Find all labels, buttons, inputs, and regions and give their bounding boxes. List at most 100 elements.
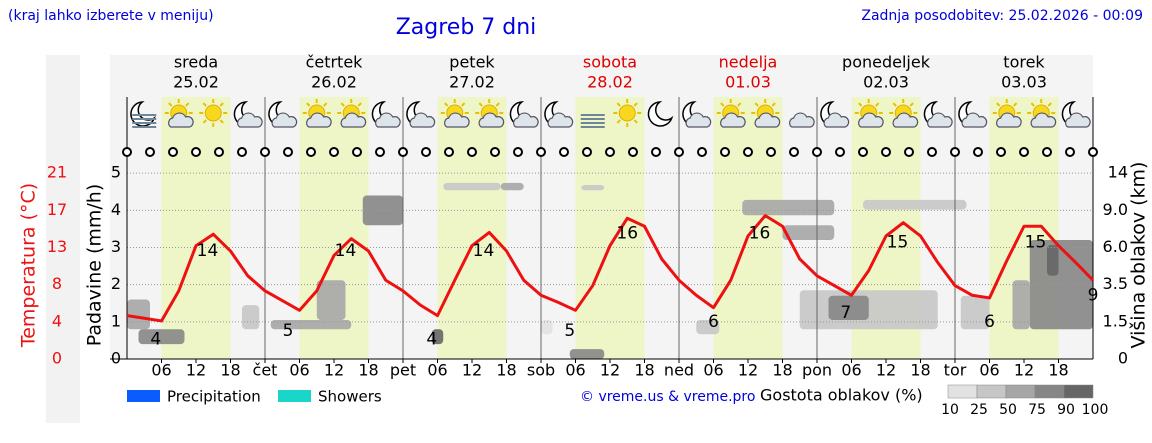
sun-ray: [737, 102, 742, 107]
cloud-layer: [500, 182, 524, 191]
wind-dot: [927, 147, 937, 157]
sun-ray: [909, 102, 914, 107]
cloud-layer: [431, 329, 444, 345]
wind-dot: [559, 147, 569, 157]
wind-dot: [444, 147, 454, 157]
weather-icon: [613, 98, 642, 128]
wind-dot: [283, 147, 293, 157]
weather-icon: [682, 101, 712, 128]
sun-ray: [444, 102, 449, 107]
daylight-band: [161, 97, 231, 359]
cloud: [547, 112, 574, 128]
x-tick-label: 06: [427, 361, 447, 380]
weather-icon: [475, 98, 505, 128]
sun-ray: [323, 102, 328, 107]
weather-icon: [509, 101, 539, 128]
sun: [618, 104, 636, 122]
sun-ray: [168, 102, 173, 107]
daylight-band: [575, 97, 645, 359]
day-name: sreda: [174, 53, 218, 72]
density-swatch: [947, 384, 978, 399]
temp-extreme-label: 14: [473, 241, 495, 261]
x-tick-label: 18: [772, 361, 792, 380]
cloud: [168, 112, 194, 128]
temp-extreme-label: 7: [840, 303, 851, 323]
wind-dot: [674, 147, 684, 157]
sun-ray: [461, 102, 466, 107]
cloud: [823, 112, 850, 128]
wind-dot: [881, 147, 891, 157]
day-date: 28.02: [587, 73, 633, 92]
x-tick-label: 18: [496, 361, 516, 380]
y3-tick-label: 1.5: [1103, 311, 1128, 330]
credit: © vreme.us & vreme.pro: [580, 389, 755, 405]
sun-ray: [616, 119, 621, 124]
x-tick-label: 06: [841, 361, 861, 380]
wind-dot: [329, 147, 339, 157]
cloud: [444, 112, 470, 128]
temperature-line: [126, 214, 1095, 323]
weather-icon: [958, 101, 988, 128]
y2-tick-label: 21: [47, 163, 67, 182]
sun-ray: [478, 102, 483, 107]
cloud: [306, 112, 332, 128]
x-tick-label: 06: [565, 361, 585, 380]
weather-icon: [268, 101, 298, 128]
wind-dot: [812, 147, 822, 157]
cloud-layer: [581, 185, 605, 191]
day-name: torek: [1003, 53, 1045, 72]
sun-ray: [633, 102, 638, 107]
weather-icon: [233, 101, 263, 128]
x-tick-label: 12: [600, 361, 620, 380]
temp-extreme-label: 5: [564, 321, 575, 341]
x-tick-label: 18: [220, 361, 240, 380]
wind-dot: [490, 147, 500, 157]
wind-dot: [513, 147, 523, 157]
x-tick-label: čet: [253, 361, 278, 380]
temp-extreme-label: 15: [887, 232, 909, 252]
cloud-layer: [541, 319, 553, 335]
wind-dot: [720, 147, 730, 157]
wind-dot: [789, 147, 799, 157]
sun-ray: [357, 102, 362, 107]
wind-dot: [352, 147, 362, 157]
y2-tick-label: 4: [52, 311, 62, 330]
sun: [204, 104, 222, 122]
cloud: [996, 112, 1022, 128]
sun-ray: [202, 119, 207, 124]
temp-extreme-label: 6: [984, 312, 995, 332]
wind-dot: [605, 147, 615, 157]
wind-dot: [743, 147, 753, 157]
temp-extreme-label: 6: [708, 312, 719, 332]
cloud-layer: [242, 305, 260, 330]
weather-icon: [889, 98, 919, 128]
y-tick-label: 4: [111, 200, 121, 219]
temp-extreme-label: 5: [283, 321, 294, 341]
wind-dot: [122, 147, 132, 157]
sun-ray: [1047, 102, 1052, 107]
weather-icon: [371, 101, 401, 128]
temp-extreme-label: 16: [616, 223, 638, 243]
sun-ray: [754, 102, 759, 107]
wind-dot: [835, 147, 845, 157]
temp-extreme-label: 14: [197, 241, 219, 261]
wind-dot: [973, 147, 983, 157]
sun-ray: [996, 102, 1001, 107]
cloud-layer: [443, 182, 501, 191]
sun-ray: [858, 102, 863, 107]
sun-ray: [616, 102, 621, 107]
cloud-layer: [742, 199, 835, 216]
x-tick-label: 06: [979, 361, 999, 380]
cloud: [513, 112, 539, 128]
weather-icon: [1061, 101, 1091, 128]
density-label: Gostota oblakov (%): [760, 386, 923, 405]
cloud: [754, 112, 781, 128]
day-date: 27.02: [449, 73, 495, 92]
x-tick-label: 12: [186, 361, 206, 380]
y2-label: Temperatura (°C): [18, 183, 40, 348]
wind-dot: [467, 147, 477, 157]
y3-tick-label: 3.5: [1103, 274, 1128, 293]
wind-dot: [306, 147, 316, 157]
cloud: [271, 112, 298, 128]
temp-extreme-label: 4: [426, 330, 437, 350]
